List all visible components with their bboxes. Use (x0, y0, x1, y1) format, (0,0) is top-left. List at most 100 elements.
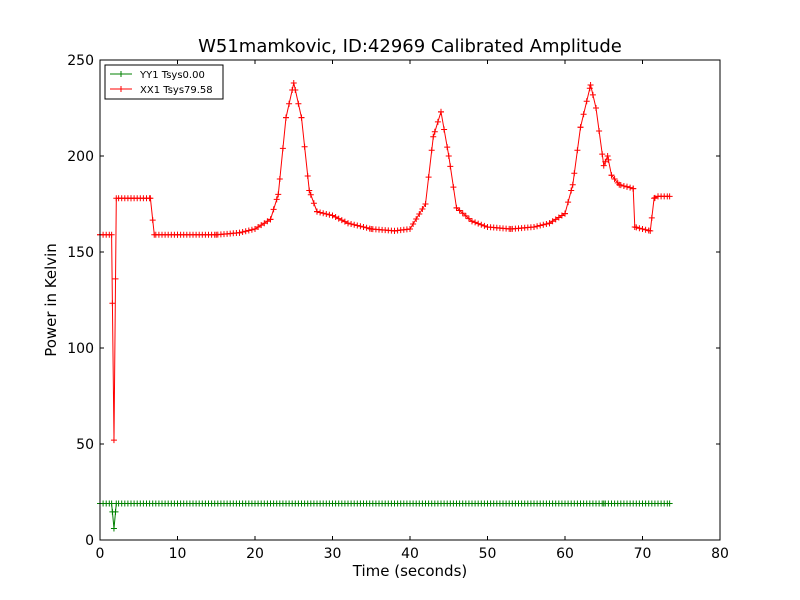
x-tick-label: 60 (556, 546, 574, 562)
data-point-marker (112, 508, 119, 515)
data-point (252, 225, 258, 232)
data-point (562, 210, 568, 217)
data-point (604, 153, 611, 159)
data-point-marker (537, 222, 544, 229)
x-tick-label: 50 (479, 546, 497, 562)
data-point (600, 500, 607, 507)
data-point (391, 227, 398, 234)
legend-entry-label: YY1 Tsys0.00 (139, 70, 205, 81)
data-point-marker (543, 220, 550, 227)
x-tick-label: 0 (96, 546, 105, 562)
data-point (616, 181, 623, 188)
data-point-marker (242, 228, 249, 235)
data-point-marker (596, 128, 603, 135)
data-point-marker (605, 156, 612, 163)
data-point (587, 81, 594, 88)
data-point (329, 500, 336, 507)
data-point-marker (248, 226, 255, 233)
data-point (113, 195, 120, 202)
data-point-marker (341, 218, 348, 225)
data-point (314, 208, 320, 215)
data-point-marker (245, 227, 252, 234)
data-point-marker (310, 200, 317, 207)
y-tick-label: 50 (76, 437, 94, 453)
data-point-marker (611, 176, 618, 183)
data-point-marker (301, 143, 308, 150)
data-point-marker (323, 210, 330, 217)
data-point (306, 187, 313, 194)
y-tick-label: 0 (85, 533, 94, 549)
data-point-marker (112, 275, 119, 282)
data-point (407, 500, 413, 507)
data-point (110, 525, 117, 532)
data-point (345, 220, 351, 227)
data-point-marker (363, 224, 370, 231)
data-point-marker (583, 98, 590, 105)
data-point (275, 191, 282, 198)
data-point (298, 114, 305, 121)
data-point (110, 437, 117, 444)
data-point-marker (320, 210, 327, 217)
y-tick-label: 100 (67, 341, 94, 357)
data-point (639, 225, 646, 232)
legend-marker (118, 86, 124, 92)
data-point-marker (534, 223, 541, 230)
data-point-marker (589, 91, 596, 98)
data-point-marker (332, 214, 339, 221)
data-point (267, 216, 274, 223)
data-point-marker (276, 176, 283, 183)
data-point-marker (648, 214, 655, 221)
data-point-marker (351, 221, 358, 228)
data-point-marker (620, 182, 627, 189)
data-point (213, 231, 220, 238)
data-point (546, 220, 553, 227)
data-point (655, 193, 661, 200)
axis-ticks: 0 10 20 30 40 50 60 70 80 0 50 100 150 200 250 (67, 53, 729, 562)
data-point (593, 105, 599, 111)
data-point-marker (413, 215, 420, 222)
data-point (147, 195, 154, 202)
data-point (174, 500, 181, 507)
data-point (151, 231, 158, 238)
data-point (290, 80, 297, 87)
data-point-marker (258, 222, 265, 229)
data-point-marker (478, 221, 485, 228)
data-point (647, 227, 654, 234)
data-point-marker (304, 172, 311, 179)
data-point (430, 133, 437, 140)
data-point (236, 229, 243, 236)
y-tick-label: 250 (67, 53, 94, 69)
data-point (562, 500, 568, 507)
series-2 (97, 80, 673, 444)
data-point-marker (636, 225, 643, 232)
data-point-marker (475, 220, 482, 227)
data-point-marker (425, 174, 432, 181)
data-point-marker (555, 214, 562, 221)
data-point (608, 172, 615, 179)
data-point-marker (549, 218, 556, 225)
data-point-marker (481, 222, 488, 229)
data-point-marker (431, 128, 438, 135)
data-point (666, 500, 673, 507)
data-point-marker (273, 196, 280, 203)
data-point (174, 231, 181, 238)
data-point (630, 185, 637, 192)
x-tick-label: 80 (711, 546, 729, 562)
data-point-marker (292, 86, 299, 93)
data-point (624, 183, 630, 190)
data-point-marker (410, 220, 417, 227)
legend: YY1 Tsys0.00 XX1 Tsys79.58 (104, 64, 224, 100)
data-point (128, 195, 134, 202)
data-point-marker (434, 118, 441, 125)
x-tick-label: 10 (169, 546, 187, 562)
data-point (666, 193, 673, 200)
data-point-marker (307, 191, 314, 198)
data-point-marker (255, 224, 262, 231)
data-point-marker (419, 205, 426, 212)
data-point-marker (465, 215, 472, 222)
data-point-marker (580, 111, 587, 118)
data-point (445, 153, 452, 159)
data-point-marker (462, 212, 469, 219)
